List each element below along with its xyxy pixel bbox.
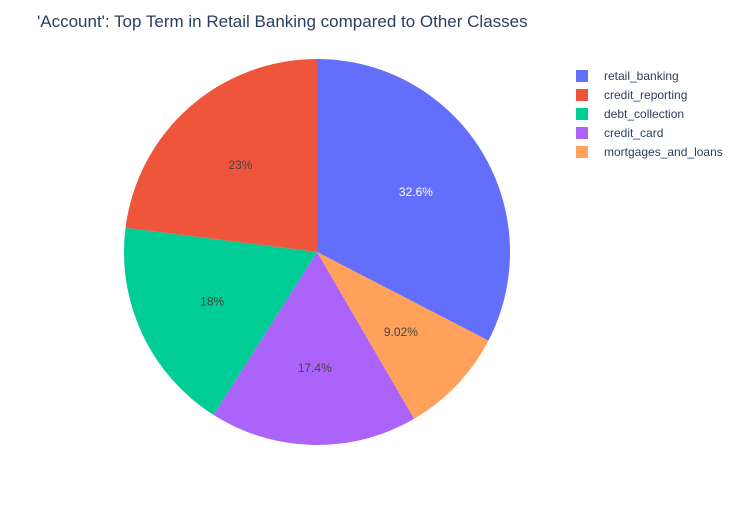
legend-label: credit_reporting <box>604 87 688 102</box>
legend-label: retail_banking <box>604 68 679 83</box>
slice-label-credit-card: 17.4% <box>298 361 332 375</box>
chart-title: 'Account': Top Term in Retail Banking co… <box>37 12 528 31</box>
legend-label: debt_collection <box>604 106 685 121</box>
legend-swatch <box>576 88 588 101</box>
legend-swatch <box>576 107 588 120</box>
slice-label-mortgages-and-loans: 9.02% <box>384 325 418 339</box>
pie-slice-mortgages-and-loans[interactable] <box>317 252 489 419</box>
slice-label-retail-banking: 32.6% <box>399 185 433 199</box>
legend-swatch <box>576 69 588 82</box>
pie-slice-credit-card[interactable] <box>213 252 415 446</box>
legend-swatch <box>576 145 588 158</box>
legend-item-credit-card[interactable]: credit_card <box>576 123 723 142</box>
pie-slice-credit-reporting[interactable] <box>125 59 317 252</box>
legend-item-debt-collection[interactable]: debt_collection <box>576 104 723 123</box>
legend-item-mortgages-and-loans[interactable]: mortgages_and_loans <box>576 142 723 161</box>
legend-item-retail-banking[interactable]: retail_banking <box>576 66 723 85</box>
legend-swatch <box>576 126 588 139</box>
slice-label-debt-collection: 18% <box>200 294 224 308</box>
legend-label: credit_card <box>604 125 664 140</box>
legend: retail_banking credit_reporting debt_colle… <box>576 66 723 161</box>
pie-slice-retail-banking[interactable] <box>317 59 510 341</box>
slice-label-credit-reporting: 23% <box>228 158 252 172</box>
legend-label: mortgages_and_loans <box>604 144 723 159</box>
pie-slice-debt-collection[interactable] <box>123 227 317 415</box>
legend-item-credit-reporting[interactable]: credit_reporting <box>576 85 723 104</box>
